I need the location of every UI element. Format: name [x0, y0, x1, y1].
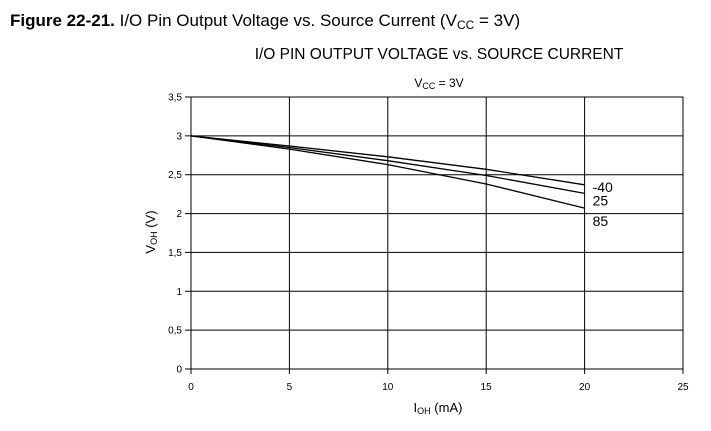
x-axis-label-sub: OH: [417, 406, 431, 416]
y-tick-label: 1,5: [168, 248, 182, 259]
x-axis-label: IOH (mA): [388, 400, 488, 416]
figure-caption-text: I/O Pin Output Voltage vs. Source Curren…: [119, 11, 457, 30]
figure-caption-subscript: CC: [456, 18, 475, 32]
x-tick-label: 20: [579, 382, 591, 393]
y-axis-label-main: V: [143, 244, 158, 254]
y-tick-label: 0: [176, 365, 182, 376]
series-lines: [190, 135, 585, 209]
chart-subtitle-rest: = 3V: [435, 76, 464, 90]
tick-labels: 0 0,5 1 1,5 2 2,5 3 3,5 0 5 10 15 20 25: [168, 93, 689, 394]
series-line--40: [190, 135, 585, 186]
figure-caption-tail: = 3V): [474, 11, 521, 30]
grid-lines: [185, 96, 684, 374]
figure-number: Figure 22-21.: [10, 11, 115, 30]
y-tick-label: 3,5: [168, 93, 182, 104]
figure-caption: Figure 22-21. I/O Pin Output Voltage vs.…: [10, 11, 520, 32]
x-tick-label: 15: [481, 382, 493, 393]
x-axis-label-rest: (mA): [430, 400, 463, 415]
series-label-85: 85: [593, 213, 609, 229]
y-tick-label: 2,5: [168, 170, 182, 181]
x-axis-label-main: I: [413, 400, 418, 415]
chart-title: I/O PIN OUTPUT VOLTAGE vs. SOURCE CURREN…: [254, 46, 624, 63]
y-tick-label: 1: [176, 287, 182, 298]
series-label--40: -40: [593, 179, 613, 195]
plot-frame: [190, 96, 684, 370]
chart-subtitle-sub: CC: [422, 81, 436, 91]
y-tick-label: 3: [176, 131, 182, 142]
series-label-25: 25: [593, 192, 609, 208]
x-tick-label: 0: [188, 382, 194, 393]
x-tick-label: 10: [382, 382, 394, 393]
chart-subtitle: VCC = 3V: [0, 76, 711, 91]
x-tick-label: 25: [677, 382, 689, 393]
y-tick-label: 0,5: [168, 326, 182, 337]
y-tick-label: 2: [176, 209, 182, 220]
chart-subtitle-main: V: [414, 76, 423, 90]
series-line-85: [190, 135, 585, 209]
y-axis-label-rest: (V): [143, 210, 158, 232]
y-axis-label: VOH (V): [143, 182, 159, 282]
x-tick-label: 5: [287, 382, 293, 393]
y-axis-label-sub: OH: [149, 231, 159, 245]
plot-area-border: [190, 96, 684, 370]
series-line-25: [190, 135, 585, 195]
